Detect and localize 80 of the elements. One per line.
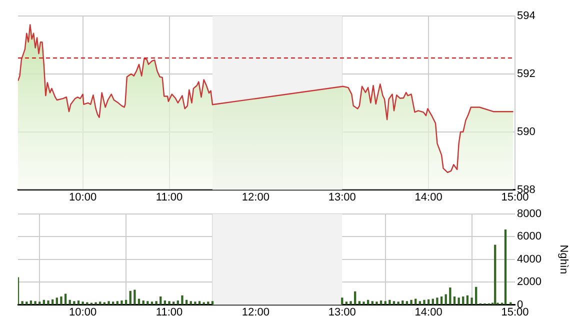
x-tick-label: 15:00 [501,191,529,204]
bar [21,301,24,305]
bar [466,295,469,305]
y-tick-label: 590 [517,126,536,138]
bar [354,291,356,305]
x-tick-label: 12:00 [242,191,270,204]
x-tick-label: 13:00 [328,191,356,204]
bar [397,302,400,305]
bar [134,290,136,305]
bar [423,300,426,305]
bar [99,302,102,305]
bar [198,301,201,305]
x-tick-label: 10:00 [69,191,97,204]
bar [341,298,344,305]
bar [86,302,88,305]
bar [362,302,365,305]
bar [494,244,496,305]
bar [510,302,512,305]
bar [358,301,360,305]
x-tick-label: 12:00 [242,306,270,318]
bar [150,302,154,305]
bar [146,301,149,305]
bar [47,300,50,305]
y-tick-label: 594 [517,10,536,22]
y-tick-label: 4000 [517,253,542,266]
bar [475,286,478,305]
bar [120,300,123,305]
y-tick-label: 6000 [517,230,542,243]
bar [194,302,196,305]
bar [155,301,158,305]
bar [453,296,456,305]
bar [406,301,408,305]
y-tick-label: 592 [517,68,536,80]
bar [181,295,184,305]
bar [34,301,36,305]
bar [26,302,28,305]
x-tick-label: 11:00 [156,306,183,318]
y-axis-title: Nghìn [557,244,570,274]
bar [449,287,452,305]
bar [112,302,114,305]
bar [168,301,170,305]
bar [458,298,460,305]
bar [350,301,352,305]
bar [56,298,58,305]
bar [160,296,162,305]
x-tick-label: 14:00 [414,191,442,204]
bar [207,302,210,305]
bar [345,302,348,305]
bar [172,302,175,305]
bar [462,296,464,305]
bar [94,302,97,305]
bar [116,301,118,305]
bar [202,302,205,305]
x-tick-label: 11:00 [156,191,183,204]
bar [38,302,41,305]
bar [73,301,76,305]
y-tick-label: 2000 [517,276,542,288]
x-tick-label: 15:00 [501,306,529,318]
bar [60,296,62,305]
bar [190,301,192,305]
bar [504,230,507,305]
bar [103,302,106,305]
bar [376,302,378,305]
bar [129,290,132,305]
bar [470,298,473,305]
bar [211,301,214,305]
x-tick-label: 14:00 [414,306,442,318]
bar [384,301,386,305]
x-tick-label: 10:00 [69,306,97,318]
bar [392,301,396,305]
bar [82,302,84,305]
y-tick-label: 8000 [517,208,542,220]
bar [410,300,412,305]
x-tick-label: 13:00 [328,306,356,318]
bar [64,294,67,305]
bar [440,296,443,305]
bar [371,301,374,305]
bar [418,301,421,305]
bar [436,298,438,305]
bar [108,301,110,305]
